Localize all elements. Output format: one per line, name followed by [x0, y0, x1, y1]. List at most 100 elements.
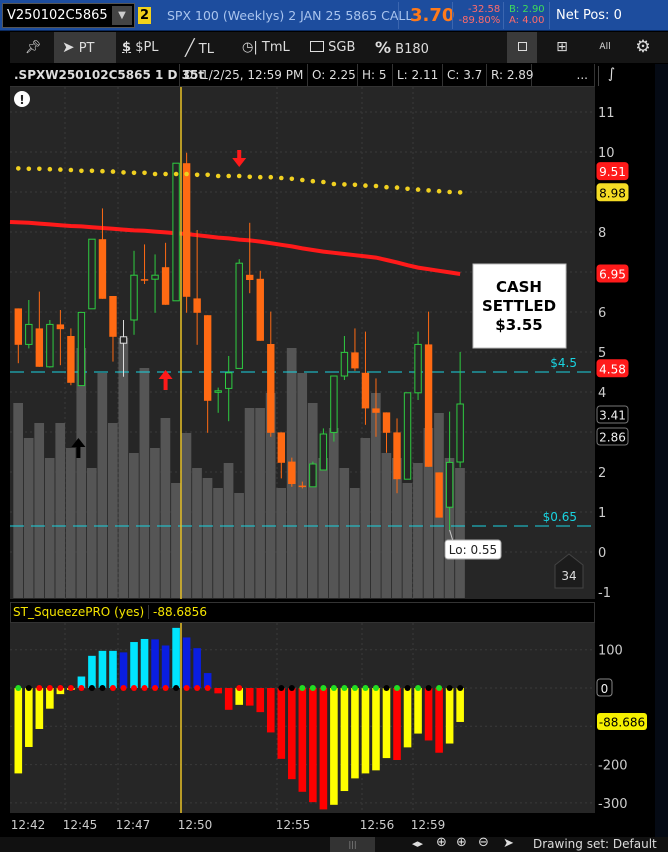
drawing-set-selector[interactable]: Drawing set: Default [533, 837, 657, 851]
grid-layout-icon[interactable]: ⊞ [556, 39, 568, 55]
horizontal-scrollbar-thumb[interactable]: ||| [330, 837, 375, 852]
squeeze-dot [120, 685, 127, 691]
more-button[interactable]: ... [532, 64, 595, 87]
squeeze-dot [404, 685, 411, 691]
study-header: ST_SqueezePRO (yes) -88.6856 [10, 602, 595, 623]
candle-body [14, 308, 22, 345]
zoom-in-icon[interactable]: ⊕ [456, 835, 467, 850]
candle-body [172, 162, 180, 302]
dotted-line-point [184, 171, 189, 177]
bid-price: B: 2.90 [509, 4, 545, 15]
candle-body [351, 352, 359, 369]
symbol-input[interactable]: V250102C5865 [7, 8, 108, 23]
candle-body [130, 274, 138, 321]
squeeze-bar [245, 688, 254, 706]
candle-body [151, 274, 159, 280]
expand-icon[interactable]: ◂▸ [412, 837, 424, 850]
b180-tool-button[interactable]: % B180 [375, 32, 429, 63]
gear-icon[interactable]: ⚙ [635, 37, 651, 57]
price-axis-tick: 10 [598, 146, 615, 161]
candle-body [372, 408, 380, 413]
dotted-line-point [289, 176, 295, 182]
net-position: Net Pos: 0 [556, 8, 622, 23]
candle-body [267, 344, 275, 433]
squeeze-value-text: -88.686 [599, 715, 645, 729]
b180-tool-label: B180 [395, 42, 429, 57]
symbol-selector[interactable]: V250102C5865 ▼ [2, 3, 135, 28]
time-axis-tick: 12:47 [116, 818, 151, 832]
volume-bar [181, 433, 192, 598]
chevron-down-icon[interactable]: ▼ [112, 6, 132, 25]
annotation-text: SETTLED [482, 297, 556, 315]
candle-body [288, 461, 296, 484]
volume-bar [34, 423, 45, 598]
price-bubble-text: 3.41 [599, 409, 626, 423]
dotted-line-point [58, 167, 63, 172]
pin-icon[interactable]: 📌︎ [24, 40, 42, 55]
price-bubble [596, 359, 629, 378]
low-bubble [444, 539, 502, 560]
volume-bar [455, 468, 465, 598]
pointer-tool-button[interactable]: ➤ PT [54, 32, 116, 63]
squeeze-bar [214, 688, 222, 694]
zoom-out-icon[interactable]: ⊖ [478, 835, 489, 850]
squeeze-dot [109, 685, 116, 691]
squeeze-bar [351, 688, 359, 779]
dollar-icon: $ [122, 40, 132, 55]
crosshair-icon[interactable]: ⊕ [436, 835, 447, 850]
squeeze-dot [457, 685, 464, 691]
volume-bar [150, 448, 160, 598]
study-title: ST_SqueezePRO (yes) [13, 605, 145, 619]
price-axis-tick: 4 [598, 386, 606, 401]
price-bubble-text: 8.98 [599, 186, 626, 200]
candle-body [56, 324, 65, 330]
timeline-tool-button[interactable]: ◷| TmL [242, 32, 290, 63]
volume-bar [349, 488, 360, 598]
dotted-line-point [247, 174, 253, 180]
single-layout-button[interactable] [507, 32, 537, 63]
squeeze-dot [330, 685, 337, 691]
squeeze-dot [194, 685, 201, 691]
pl-tool-button[interactable]: $ $PL [122, 32, 159, 63]
squeeze-dot [25, 685, 32, 691]
pl-tool-label: $PL [135, 40, 159, 55]
volume-bar [339, 468, 350, 598]
volume-bar [13, 403, 23, 598]
price-axis-tick: 11 [598, 106, 615, 121]
squeeze-bar [25, 688, 33, 747]
bar-range: R: 2.89 [487, 64, 534, 87]
dotted-line-point [142, 170, 147, 176]
candle-body [67, 336, 75, 383]
candle-body [235, 262, 243, 369]
squeeze-bar [98, 650, 107, 688]
volume-bar [370, 393, 381, 598]
dotted-line-point [257, 174, 263, 180]
squeeze-bar [445, 688, 454, 744]
all-layouts-button[interactable]: All [599, 42, 611, 52]
side-panel-edge [655, 64, 668, 852]
candle-body [77, 311, 86, 387]
chart-style-icon[interactable]: ∫ [598, 66, 624, 86]
volume-bar [255, 408, 265, 598]
sgb-tool-button[interactable]: SGB [310, 32, 355, 63]
price-axis-tick: 2 [598, 466, 606, 481]
cursor-arrow-icon[interactable]: ➤ [503, 836, 514, 851]
sgb-tool-label: SGB [328, 40, 356, 55]
squeeze-bar [109, 650, 117, 688]
squeeze-bar [193, 648, 201, 688]
volume-bar [402, 483, 413, 598]
trendline-tool-button[interactable]: ╱ TL [185, 32, 214, 63]
squeeze-bar [182, 637, 191, 688]
dotted-line-point [447, 189, 452, 195]
ask-price: A: 4.00 [509, 15, 545, 26]
price-bubble-text: 2.86 [599, 431, 626, 445]
squeeze-dot [15, 685, 22, 691]
square-icon [517, 42, 527, 51]
price-axis-tick: 0 [598, 546, 606, 561]
candle-body [256, 278, 264, 341]
dotted-line-point [415, 187, 421, 192]
candle-body [225, 372, 233, 389]
link-group-badge[interactable]: 2 [138, 7, 151, 24]
squeeze-bar [382, 688, 391, 759]
candle-body [319, 433, 328, 471]
